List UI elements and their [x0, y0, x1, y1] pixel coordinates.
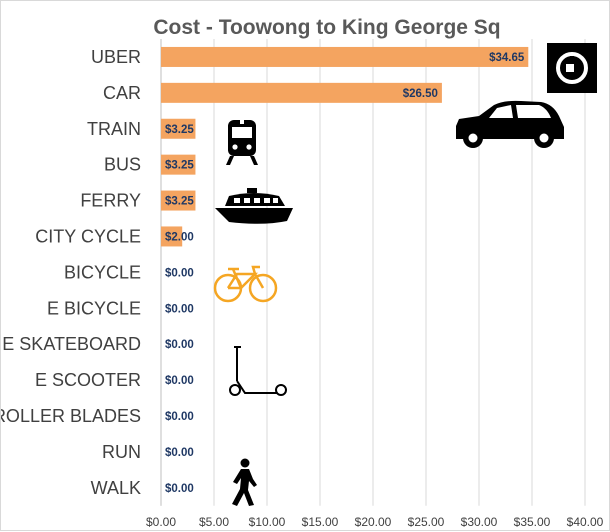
x-tick-label: $10.00	[249, 515, 286, 529]
data-label: $0.00	[165, 375, 194, 387]
category-label: RUN	[102, 442, 141, 462]
scooter-icon	[229, 346, 287, 396]
data-label: $34.65	[489, 52, 525, 64]
ferry-icon	[215, 188, 293, 224]
bar	[161, 82, 442, 103]
bar	[161, 46, 529, 67]
category-label: E BICYCLE	[47, 298, 141, 318]
data-label: $3.25	[165, 124, 194, 136]
data-label: $0.00	[165, 267, 194, 279]
category-label: CITY CYCLE	[35, 226, 141, 246]
bar	[161, 118, 196, 139]
x-tick-label: $30.00	[461, 515, 498, 529]
category-label: WALK	[91, 478, 141, 498]
x-tick-label: $40.00	[567, 515, 604, 529]
train-icon	[226, 120, 258, 165]
bicycle-icon	[213, 265, 278, 303]
category-label: FERRY	[80, 191, 141, 211]
bar	[161, 226, 183, 247]
category-label: E SCOOTER	[35, 370, 141, 390]
data-label: $3.25	[165, 196, 194, 208]
category-label: BICYCLE	[64, 262, 141, 282]
category-label: E SKATEBOARD	[2, 334, 141, 354]
walking-person-icon	[232, 458, 257, 506]
data-label: $0.00	[165, 447, 194, 459]
category-label: BUS	[104, 155, 141, 175]
category-label: CAR	[103, 83, 141, 103]
x-tick-label: $20.00	[355, 515, 392, 529]
data-label: $3.25	[165, 160, 194, 172]
x-tick-label: $35.00	[514, 515, 551, 529]
data-label: $0.00	[165, 483, 194, 495]
data-label: $2.00	[165, 231, 194, 243]
x-tick-label: $0.00	[146, 515, 176, 529]
car-icon	[456, 100, 564, 148]
category-label: TRAIN	[87, 119, 141, 139]
data-label: $0.00	[165, 303, 194, 315]
category-label: ROLLER BLADES	[1, 406, 141, 426]
data-label: $0.00	[165, 411, 194, 423]
uber-logo-icon	[547, 43, 597, 93]
data-label: $26.50	[403, 88, 438, 100]
x-tick-label: $25.00	[408, 515, 445, 529]
x-tick-label: $5.00	[199, 515, 229, 529]
data-label: $0.00	[165, 339, 194, 351]
chart-title: Cost - Toowong to King George Sq	[153, 16, 500, 39]
bars: UBER $34.65 CAR $26.50 TRAIN $3.25 BUS $3.25 FER…	[1, 46, 529, 498]
category-label: UBER	[91, 47, 141, 67]
gridlines: $0.00 $5.00 $10.00 $15.00 $20.00 $25.00 $30.00…	[146, 39, 604, 529]
x-tick-label: $15.00	[302, 515, 339, 529]
bar	[161, 190, 196, 211]
bar	[161, 154, 196, 175]
icons	[213, 43, 597, 506]
